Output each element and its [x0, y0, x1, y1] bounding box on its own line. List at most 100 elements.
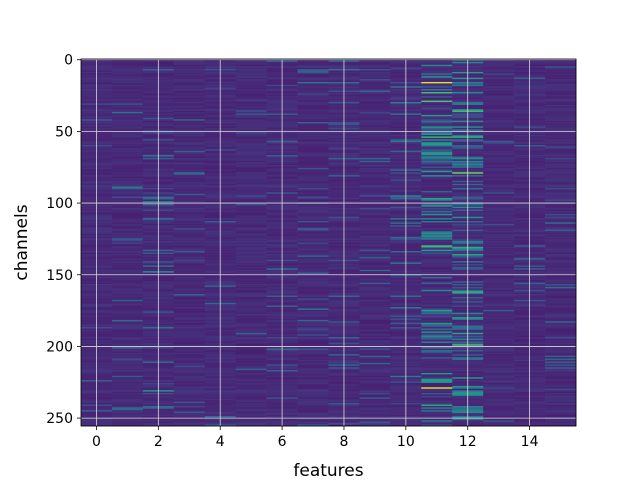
heatmap-cell: [297, 60, 329, 63]
heatmap-cell: [359, 256, 391, 259]
heatmap-cell: [421, 421, 453, 424]
heatmap-cell: [173, 203, 206, 206]
heatmap-cell: [235, 155, 267, 157]
heatmap-cell: [421, 162, 453, 164]
heatmap-cell: [111, 255, 144, 258]
heatmap-cell: [359, 186, 391, 189]
heatmap-cell: [235, 218, 267, 220]
heatmap-cell: [359, 246, 391, 249]
heatmap-cell: [111, 175, 144, 177]
heatmap-cell: [483, 106, 515, 109]
heatmap-cell: [173, 355, 206, 358]
heatmap-cell: [359, 238, 391, 240]
heatmap-cell: [483, 139, 515, 142]
heatmap-cell: [235, 114, 267, 117]
heatmap-cell: [297, 157, 329, 160]
heatmap-cell: [297, 322, 329, 325]
heatmap-cell: [173, 91, 206, 94]
heatmap-cell: [421, 100, 453, 103]
heatmap-cell: [421, 382, 453, 385]
heatmap-cell: [297, 228, 329, 230]
heatmap-cell: [359, 362, 391, 365]
heatmap-cell: [483, 339, 515, 342]
heatmap-cell: [235, 288, 267, 291]
heatmap-cell: [359, 404, 391, 407]
heatmap-cell: [421, 112, 453, 114]
heatmap-cell: [111, 109, 144, 111]
heatmap-cell: [483, 311, 515, 314]
heatmap-cell: [297, 393, 329, 395]
heatmap-cell: [359, 403, 391, 405]
heatmap-cell: [421, 398, 453, 401]
heatmap-cell: [111, 153, 144, 156]
heatmap-cell: [297, 188, 329, 190]
heatmap-cell: [111, 393, 144, 395]
heatmap-cell: [421, 200, 453, 203]
heatmap-cell: [235, 199, 267, 202]
heatmap-cell: [483, 408, 515, 411]
heatmap-cell: [545, 102, 577, 104]
heatmap-cell: [111, 319, 144, 322]
heatmap-cell: [483, 391, 515, 394]
heatmap-cell: [545, 127, 577, 130]
heatmap-cell: [545, 223, 577, 226]
heatmap-cell: [111, 104, 144, 107]
heatmap-cell: [483, 337, 515, 339]
heatmap-cell: [421, 163, 453, 166]
heatmap-cell: [421, 67, 453, 70]
heatmap-cell: [297, 206, 329, 209]
heatmap-cell: [111, 282, 144, 285]
heatmap-cell: [545, 213, 577, 216]
heatmap-cell: [111, 172, 144, 174]
heatmap-cell: [297, 414, 329, 417]
heatmap-cell: [111, 372, 144, 375]
heatmap-cell: [297, 132, 329, 134]
heatmap-cell: [545, 133, 577, 136]
heatmap-cell: [111, 96, 144, 98]
heatmap-cell: [545, 248, 577, 250]
heatmap-cell: [111, 341, 144, 344]
heatmap-cell: [359, 175, 391, 177]
heatmap-cell: [359, 371, 391, 374]
heatmap-cell: [173, 388, 206, 391]
heatmap-cell: [173, 229, 206, 232]
heatmap-cell: [173, 137, 206, 140]
heatmap-cell: [545, 291, 577, 293]
heatmap-cell: [235, 398, 267, 401]
heatmap-cell: [111, 142, 144, 144]
heatmap-cell: [173, 262, 206, 265]
heatmap-cell: [421, 236, 453, 239]
heatmap-cell: [421, 370, 453, 372]
heatmap-cell: [111, 248, 144, 250]
heatmap-cell: [173, 321, 206, 324]
heatmap-cell: [111, 183, 144, 186]
heatmap-cell: [545, 235, 577, 238]
heatmap-cell: [545, 271, 577, 273]
heatmap-cell: [173, 315, 206, 318]
heatmap-cell: [173, 113, 206, 116]
heatmap-cell: [421, 221, 453, 223]
heatmap-cell: [173, 282, 206, 285]
heatmap-cell: [173, 77, 206, 80]
heatmap-cell: [111, 238, 144, 240]
heatmap-cell: [359, 311, 391, 314]
heatmap-cell: [111, 162, 144, 164]
heatmap-cell: [173, 117, 206, 120]
heatmap-cell: [235, 315, 267, 318]
heatmap-cell: [359, 411, 391, 414]
heatmap-cell: [235, 109, 267, 111]
heatmap-cell: [545, 137, 577, 140]
heatmap-cell: [173, 272, 206, 275]
heatmap-cell: [235, 83, 267, 86]
heatmap-cell: [173, 182, 206, 185]
heatmap-cell: [421, 127, 453, 130]
heatmap-cell: [545, 219, 577, 222]
heatmap-cell: [111, 236, 144, 239]
heatmap-cell: [235, 325, 267, 328]
heatmap-cell: [235, 294, 267, 296]
heatmap-cell: [173, 149, 206, 152]
heatmap-cell: [235, 192, 267, 195]
heatmap-cell: [483, 232, 515, 235]
heatmap-cell: [111, 120, 144, 123]
heatmap-cell: [297, 248, 329, 250]
